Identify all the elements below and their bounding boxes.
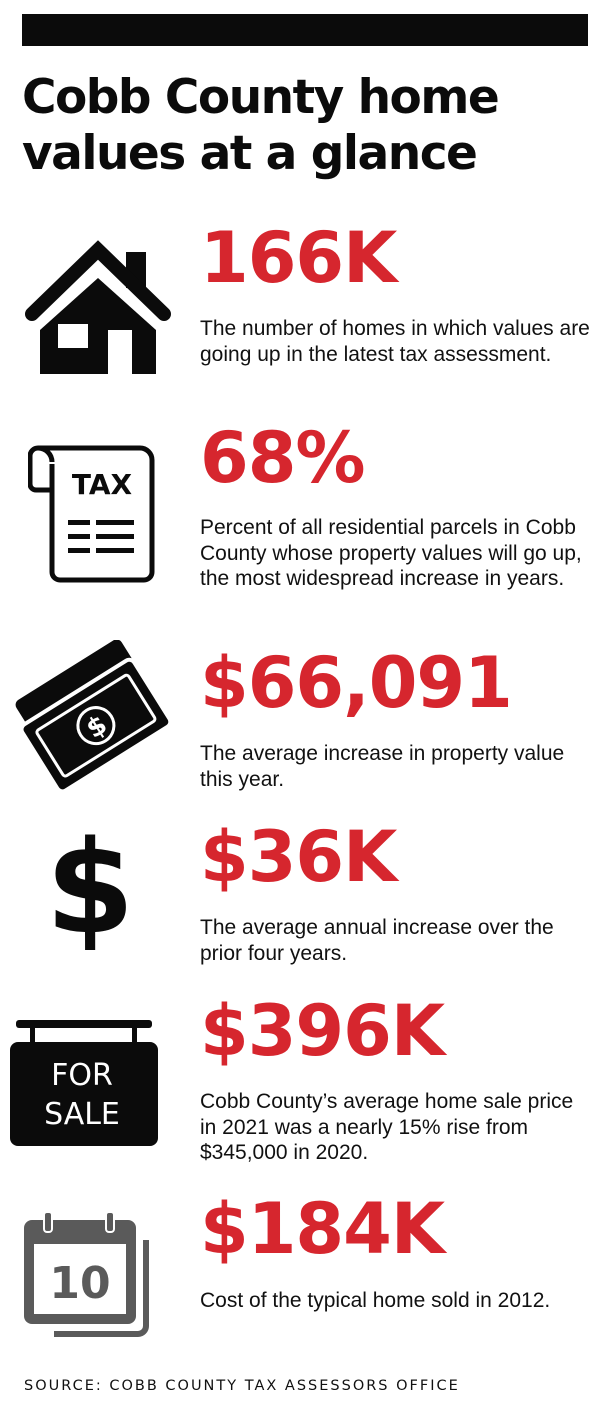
dollar-sign-label: $ — [45, 820, 134, 950]
stat-description: Cost of the typical home sold in 2012. — [200, 1289, 551, 1312]
stat-description: The average increase in property value t… — [200, 742, 565, 791]
stat-value: $36K — [200, 816, 397, 898]
page-title: Cobb County home values at a glance — [22, 70, 500, 181]
calendar-icon: 10 — [24, 1211, 149, 1337]
stat-value: $184K — [200, 1188, 445, 1270]
top-bar — [22, 14, 588, 46]
stat-description: The number of homes in which values are … — [200, 317, 590, 366]
house-icon — [25, 240, 171, 374]
stat-value: $66,091 — [200, 642, 513, 724]
cash-bills-icon: $ — [15, 640, 173, 790]
stat-value: $396K — [200, 990, 445, 1072]
stat-value: 166K — [200, 217, 397, 299]
for-sale-sign-icon: FOR SALE — [10, 1020, 158, 1146]
for-sale-label-line1: FOR — [51, 1058, 113, 1093]
stat-description: Percent of all residential parcels in Co… — [200, 516, 582, 590]
source-credit: SOURCE: COBB COUNTY TAX ASSESSORS OFFICE — [24, 1378, 460, 1394]
stat-description: The average annual increase over the pri… — [200, 916, 554, 965]
for-sale-label-line2: SALE — [44, 1097, 120, 1132]
tax-document-label: TAX — [72, 468, 133, 501]
dollar-sign-icon: $ — [45, 820, 134, 950]
stat-value: 68% — [200, 417, 366, 499]
tax-document-icon: TAX — [28, 445, 155, 583]
stat-description: Cobb County’s average home sale price in… — [200, 1090, 574, 1164]
calendar-label: 10 — [49, 1258, 110, 1309]
